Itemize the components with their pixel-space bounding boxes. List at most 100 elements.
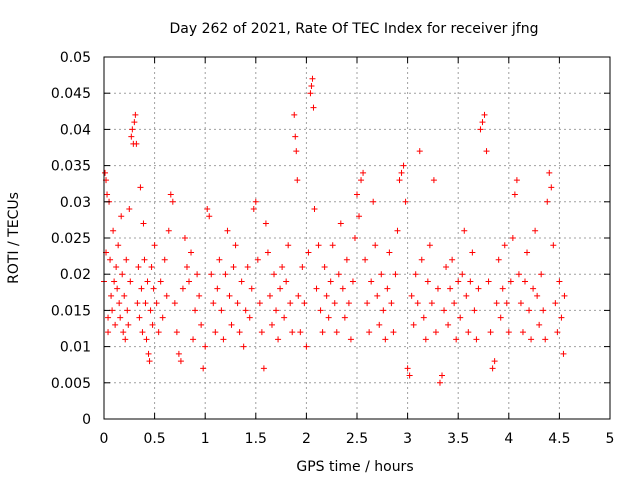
data-point [273,307,280,314]
data-point [173,329,180,336]
data-point [483,148,490,155]
data-point [310,104,317,111]
data-point [447,285,454,292]
data-point [240,343,247,350]
data-point [297,329,304,336]
data-point [299,263,306,270]
data-point [198,321,205,328]
x-tick-label: 0 [100,431,109,447]
y-tick-label: 0.005 [51,376,91,392]
data-point [315,242,322,249]
x-tick-label: 3 [403,431,412,447]
data-points [101,75,568,386]
data-point [499,285,506,292]
data-point [374,292,381,299]
data-point [532,227,539,234]
data-point [471,307,478,314]
data-point [380,307,387,314]
data-point [144,278,151,285]
data-point [386,249,393,256]
data-point [329,242,336,249]
data-point [254,256,261,263]
data-point [519,329,526,336]
data-point [372,242,379,249]
data-point [481,111,488,118]
data-point [142,300,149,307]
data-point [279,263,286,270]
data-point [118,213,125,220]
data-point [111,278,118,285]
data-point [428,300,435,307]
data-point [392,271,399,278]
x-tick-label: 2 [302,431,311,447]
data-point [503,300,510,307]
data-point [354,191,360,198]
data-point [396,177,403,184]
data-point [400,162,407,169]
data-point [115,242,122,249]
data-point [358,177,365,184]
data-point [524,249,531,256]
data-point [378,271,385,278]
data-point [331,300,338,307]
data-point [495,256,502,263]
data-point [163,292,170,299]
data-point [457,314,464,321]
data-point [554,329,561,336]
data-point [394,227,401,234]
data-point [250,206,257,213]
data-point [167,191,174,198]
data-point [202,343,209,350]
data-point [137,184,144,191]
data-point [147,307,154,314]
data-point [252,198,259,205]
data-point [467,278,474,285]
data-point [546,169,553,176]
data-point [536,321,543,328]
data-point [262,220,269,227]
data-point [134,300,141,307]
data-point [161,256,168,263]
data-point [196,292,203,299]
data-point [268,321,275,328]
data-point [469,249,476,256]
data-point [126,206,133,213]
data-point [337,220,344,227]
data-point [439,372,446,379]
data-point [230,263,237,270]
data-point [104,191,111,198]
data-point [501,242,508,249]
data-point [146,358,153,365]
y-axis-label: ROTI / TECUs [6,192,22,284]
y-tick-label: 0.03 [60,195,91,211]
x-tick-label: 1.5 [245,431,267,447]
data-point [513,177,520,184]
data-point [356,213,363,220]
chart-title: Day 262 of 2021, Rate Of TEC Index for r… [170,21,539,37]
data-point [271,271,278,278]
y-tick-label: 0.025 [51,231,91,247]
data-point [449,256,456,263]
data-point [258,329,265,336]
data-point [105,329,112,336]
data-point [308,82,315,89]
data-point [151,242,158,249]
data-point [455,278,462,285]
data-point [556,278,563,285]
data-point [473,336,480,343]
data-point [157,278,164,285]
data-point [200,365,207,372]
data-point [188,249,195,256]
data-point [281,314,288,321]
y-tick-label: 0.02 [60,267,91,283]
data-point [521,278,528,285]
data-point [404,365,411,372]
data-point [232,242,239,249]
data-point [192,307,199,314]
data-point [313,285,320,292]
data-point [426,242,433,249]
data-point [248,285,255,292]
data-point [343,256,350,263]
data-point [153,300,160,307]
data-point [341,314,348,321]
